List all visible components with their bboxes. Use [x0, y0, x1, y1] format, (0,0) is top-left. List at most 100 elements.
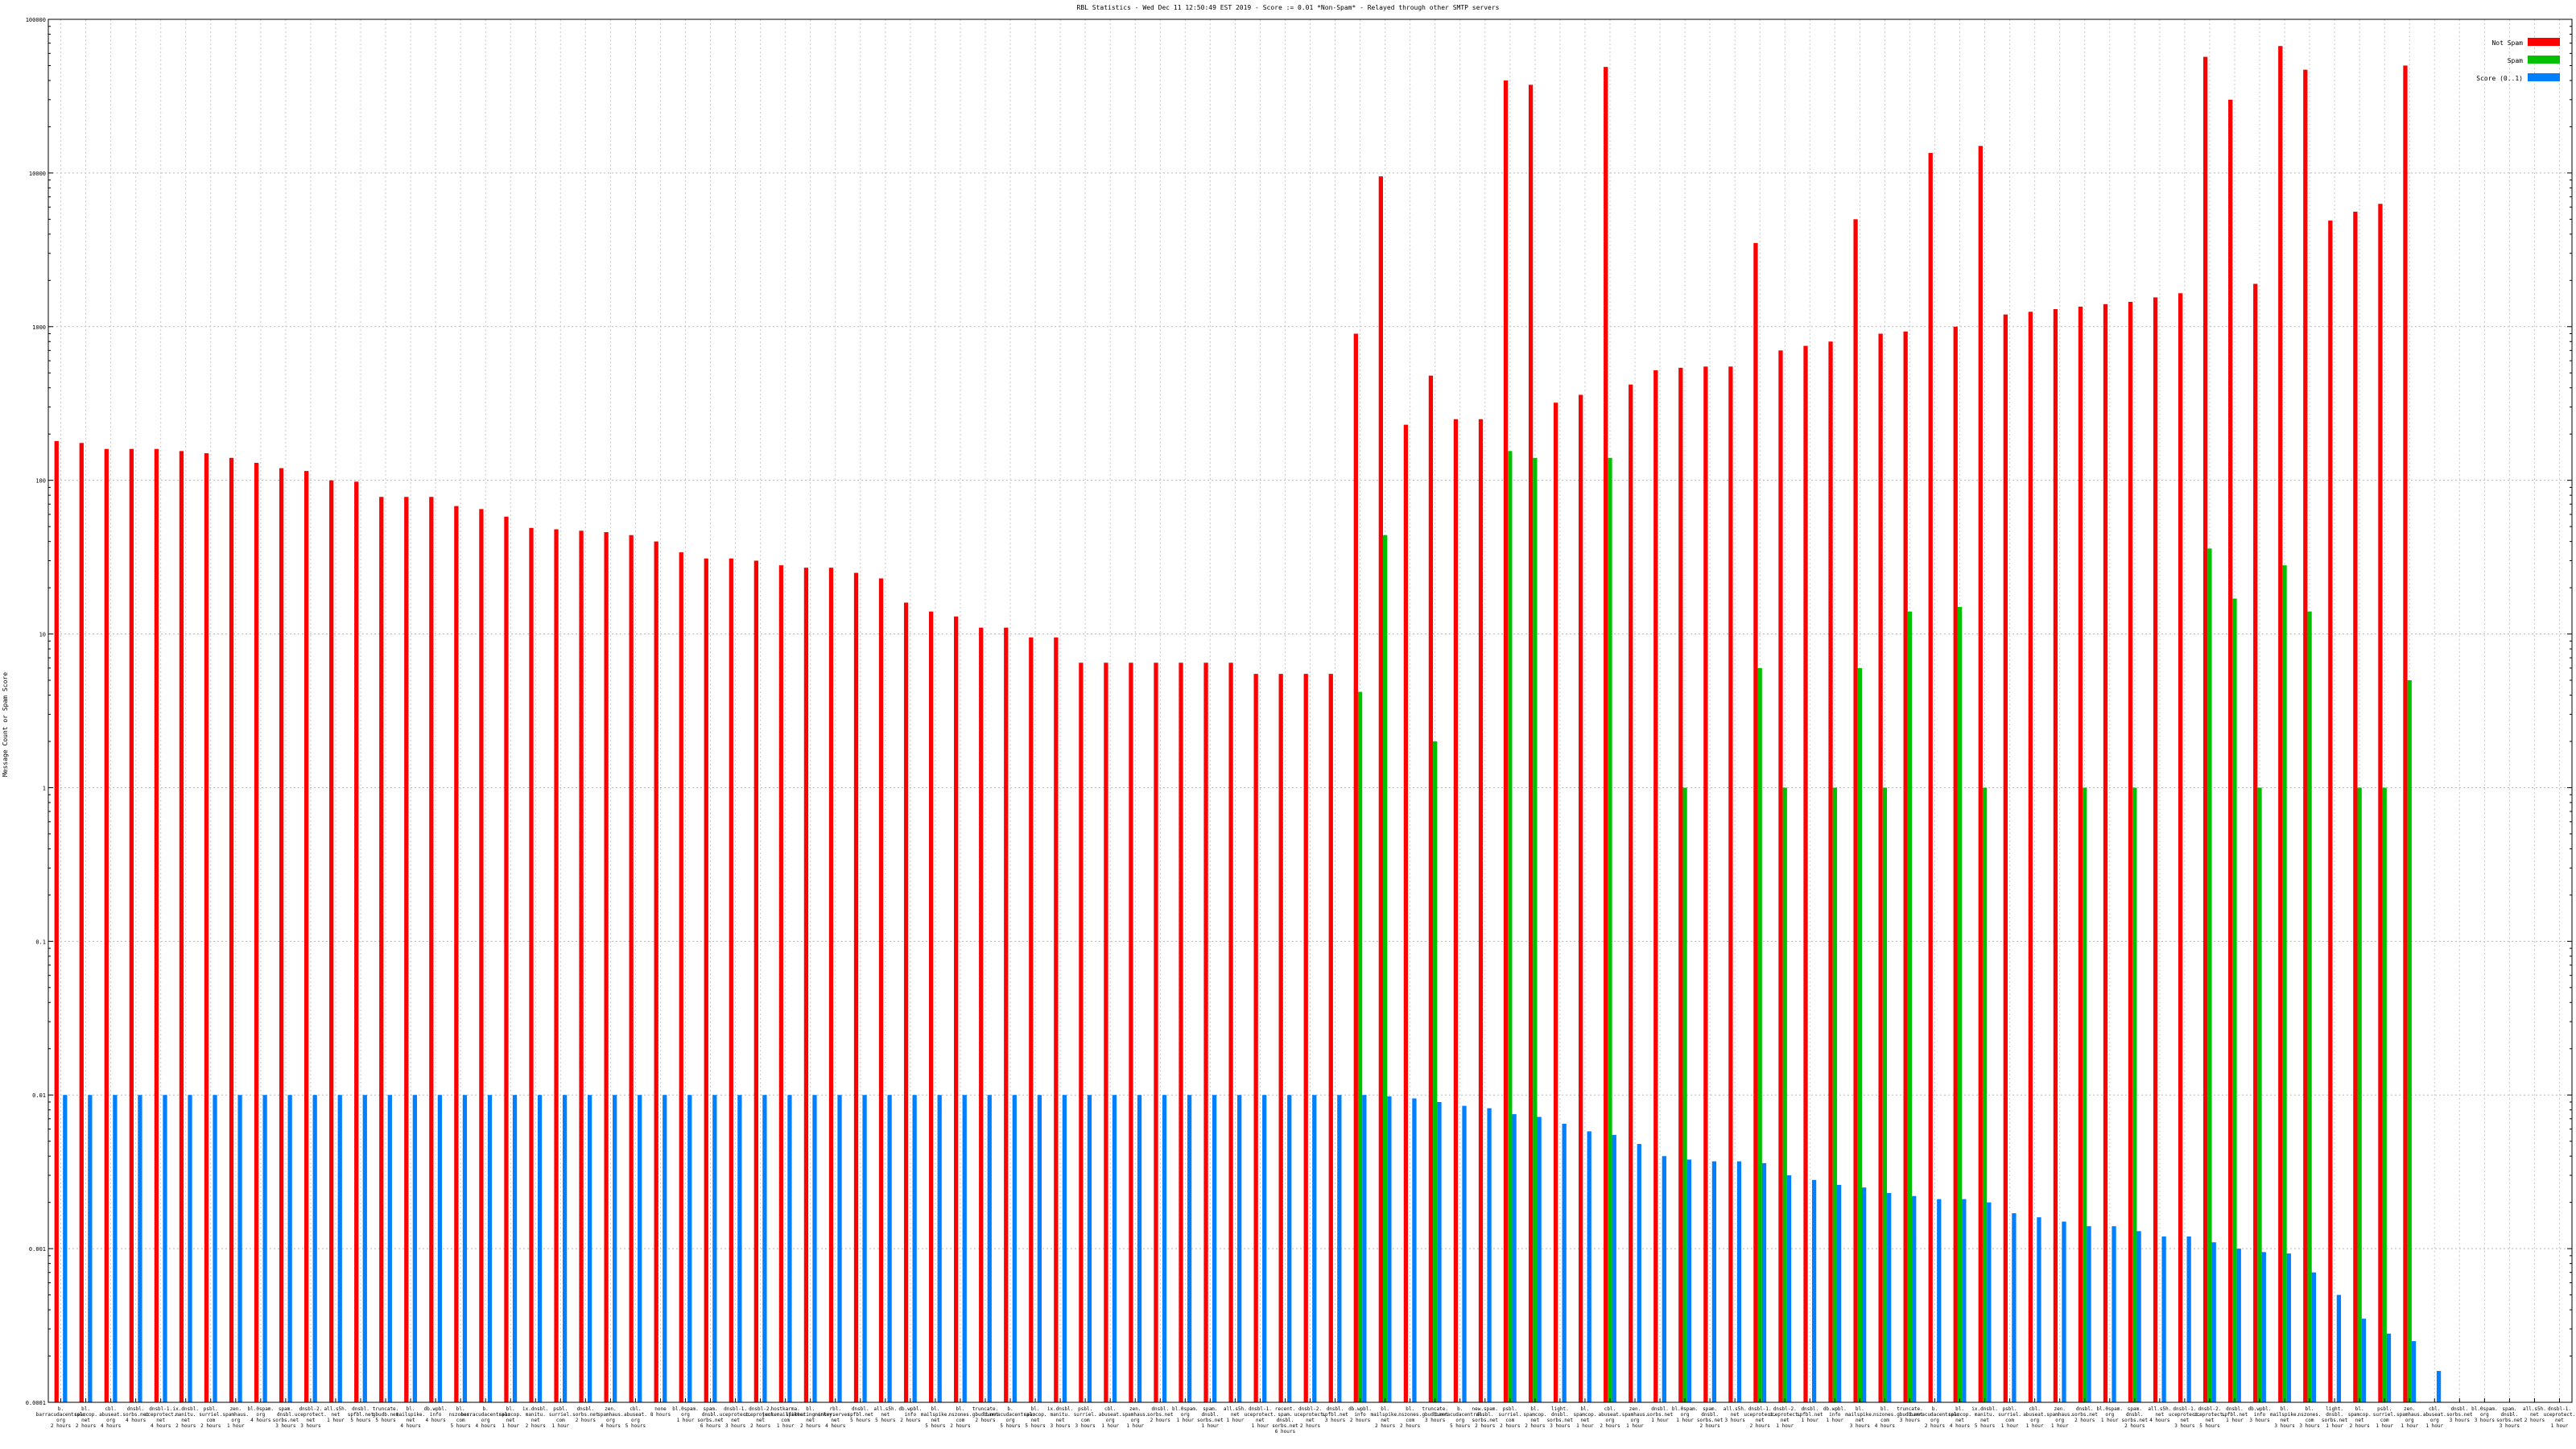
x-tick-label: psbl. surriel. com 2 hours — [199, 1406, 222, 1429]
bar-not-spam — [1378, 176, 1383, 1402]
bar-score — [1487, 1108, 1492, 1402]
x-tick-label: dnsbl. spfbl.net 5 hours — [848, 1406, 874, 1423]
bar-score — [2012, 1213, 2017, 1402]
bar-not-spam — [504, 516, 509, 1402]
y-tick-label: 1000 — [32, 324, 46, 331]
bar-score — [1711, 1161, 1717, 1402]
bar-score — [1512, 1114, 1517, 1402]
bar-spam — [1682, 787, 1687, 1402]
bar-score — [562, 1095, 568, 1402]
bar-not-spam — [1129, 663, 1133, 1402]
bar-score — [1162, 1095, 1167, 1402]
bar-score — [587, 1095, 592, 1402]
bar-score — [487, 1095, 493, 1402]
x-tick-label: bl. mailspike. net 4 hours — [396, 1406, 425, 1429]
bar-spam — [1608, 457, 1612, 1402]
bar-not-spam — [2053, 309, 2058, 1403]
bar-score — [2436, 1371, 2442, 1402]
bar-score — [1637, 1144, 1641, 1402]
bar-score — [237, 1095, 242, 1402]
bar-not-spam — [1054, 637, 1059, 1402]
bar-score — [1362, 1095, 1367, 1402]
x-tick-label: rbl. interserver. net 4 hours — [818, 1406, 852, 1429]
x-tick-label: zen. spamhaus. org 1 hour — [2046, 1406, 2073, 1429]
bar-score — [412, 1095, 417, 1402]
bar-score — [437, 1095, 443, 1402]
bar-score — [2411, 1341, 2417, 1402]
bar-not-spam — [2353, 211, 2358, 1402]
bar-not-spam — [1753, 242, 1758, 1402]
bar-score — [1912, 1195, 1917, 1402]
y-axis-label: Message Count or Spam Score — [2, 672, 9, 777]
x-tick-label: dnsbl-2. uceprotect. net 1 hour — [1769, 1406, 1801, 1429]
bar-score — [2186, 1236, 2191, 1402]
bar-not-spam — [129, 448, 134, 1403]
bar-score — [1262, 1095, 1267, 1402]
x-tick-label: bl. spamcop. net 1 hour — [499, 1406, 522, 1429]
bar-not-spam — [579, 530, 584, 1402]
bar-score — [1312, 1095, 1317, 1402]
bar-spam — [1857, 667, 1863, 1402]
bar-not-spam — [2303, 69, 2308, 1402]
x-tick-label: b. barracudacentral. org 5 hours — [1435, 1406, 1484, 1429]
x-tick-label: psbl. surriel. com 1 hour — [549, 1406, 572, 1429]
x-tick-label: bl. mailspike. net 3 hours — [2270, 1406, 2299, 1429]
bar-score — [1037, 1095, 1042, 1402]
legend: Not Spam Spam Score (0..1) — [2476, 38, 2560, 82]
bar-spam — [2382, 787, 2387, 1402]
x-tick-label: cbl. abuseat. org 2 hours — [1599, 1406, 1622, 1429]
bar-score — [2087, 1226, 2091, 1402]
chart-title: RBL Statistics - Wed Dec 11 12:50:49 EST… — [1077, 4, 1500, 11]
bar-not-spam — [79, 443, 84, 1402]
bar-not-spam — [778, 565, 784, 1403]
bar-not-spam — [1278, 674, 1283, 1402]
bar-score — [1612, 1134, 1616, 1402]
y-tick-label: 10 — [39, 632, 46, 638]
bar-score — [937, 1095, 942, 1402]
x-tick-label: truncate. gbudb.net 2 hours — [972, 1406, 999, 1423]
x-tick-label: dnsbl. sorbs.net 2 hours — [572, 1406, 599, 1423]
bar-not-spam — [1029, 637, 1034, 1402]
x-tick-label: bl.0spam. org 3 hours — [2471, 1406, 2498, 1423]
bar-not-spam — [54, 440, 59, 1402]
x-tick-label: dnsbl-1. uceprotect. net 3 hours — [2169, 1406, 2201, 1429]
bar-not-spam — [554, 529, 559, 1402]
x-tick-label: dnsbl-1. uceprotect. net 1 hour — [2544, 1406, 2576, 1429]
bar-score — [1786, 1175, 1792, 1402]
bar-score — [2361, 1319, 2367, 1402]
bar-not-spam — [254, 462, 259, 1402]
bar-score — [1587, 1131, 1591, 1402]
x-tick-label: spam. dnsbl. sorbs.net 6 hours — [697, 1406, 724, 1429]
bar-spam — [1508, 451, 1513, 1402]
x-axis-labels: b. barracudacentral. org 2 hours bl. spamcop.… — [36, 1406, 2576, 1435]
bar-not-spam — [1328, 674, 1333, 1402]
x-tick-label: none 8 hours — [650, 1406, 671, 1418]
bar-score — [2136, 1231, 2141, 1402]
x-tick-label: all.s5h. net 2 hours — [2523, 1406, 2546, 1423]
bar-score — [213, 1095, 217, 1402]
bar-not-spam — [1403, 424, 1409, 1402]
bar-not-spam — [679, 552, 683, 1403]
bar-score — [1287, 1095, 1292, 1402]
bar-not-spam — [179, 451, 184, 1402]
x-tick-label: dnsbl. sorbs.net 3 hours — [2446, 1406, 2473, 1423]
bar-not-spam — [1728, 366, 1733, 1403]
bar-not-spam — [1004, 627, 1009, 1402]
x-tick-label: bl. spamcop. net 5 hours — [1024, 1406, 1047, 1429]
bar-score — [663, 1095, 667, 1402]
bar-score — [1212, 1095, 1217, 1402]
bar-score — [387, 1095, 392, 1402]
bar-not-spam — [729, 558, 733, 1403]
x-tick-label: b. barracudacentral. org 2 hours — [36, 1406, 85, 1429]
bar-not-spam — [2378, 204, 2383, 1403]
bar-score — [887, 1095, 892, 1402]
bar-not-spam — [979, 627, 984, 1402]
bar-spam — [1757, 667, 1762, 1402]
bar-not-spam — [2153, 297, 2158, 1402]
x-tick-label: spam. dnsbl. sorbs.net 1 hour — [1197, 1406, 1224, 1429]
bar-score — [1537, 1117, 1542, 1402]
bar-score — [1187, 1095, 1192, 1402]
y-tick-label: 0.1 — [35, 939, 46, 945]
bar-not-spam — [2253, 283, 2258, 1403]
x-tick-label: zen. spamhaus. org 1 hour — [1622, 1406, 1649, 1429]
